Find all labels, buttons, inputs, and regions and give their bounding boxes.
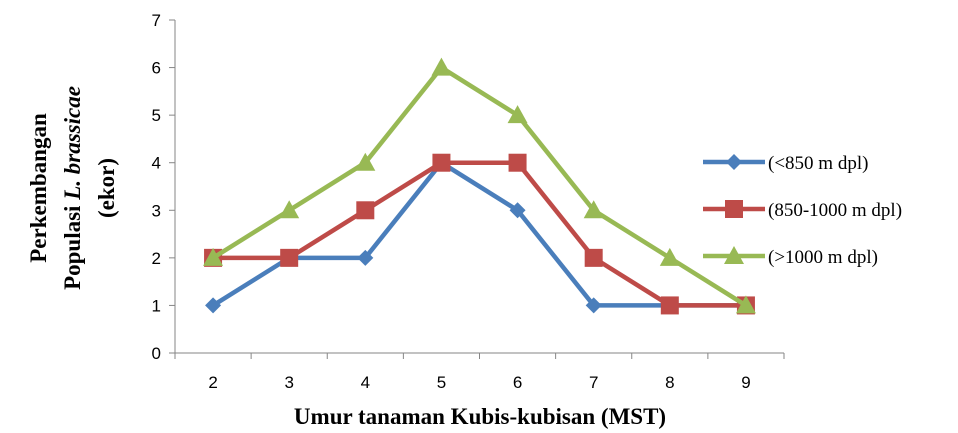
data-point xyxy=(507,105,528,124)
data-point xyxy=(355,152,376,171)
data-point xyxy=(205,297,222,314)
data-point xyxy=(280,248,299,267)
data-point xyxy=(357,249,374,266)
y-axis-title-line3: (ekor) xyxy=(94,158,119,218)
data-point xyxy=(432,153,451,172)
data-point xyxy=(584,248,603,267)
series-3 xyxy=(203,57,756,314)
series-line xyxy=(211,65,748,308)
y-tick-label: 3 xyxy=(152,201,161,220)
x-tick-label: 3 xyxy=(284,373,293,392)
data-point xyxy=(356,201,375,220)
x-tick-labels: 2 3 4 5 6 7 8 9 xyxy=(208,373,750,392)
legend-item: (>1000 m dpl) xyxy=(703,246,878,268)
y-tick-label: 1 xyxy=(152,296,161,315)
x-tick-label: 9 xyxy=(741,373,750,392)
series-line xyxy=(213,160,746,308)
legend-marker xyxy=(725,200,743,218)
data-point xyxy=(508,153,527,172)
legend-item: (<850 m dpl) xyxy=(703,153,868,174)
y-tick-label: 2 xyxy=(152,249,161,268)
y-tick-label: 5 xyxy=(152,106,161,125)
legend-label: (<850 m dpl) xyxy=(768,153,868,174)
legend-label: (850-1000 m dpl) xyxy=(768,200,902,221)
axes xyxy=(169,19,785,359)
x-tick-label: 5 xyxy=(437,373,446,392)
legend-item: (850-1000 m dpl) xyxy=(703,200,902,221)
y-tick-label: 7 xyxy=(152,11,161,30)
x-tick-label: 4 xyxy=(361,373,370,392)
x-tick-label: 6 xyxy=(513,373,522,392)
x-tick-label: 2 xyxy=(208,373,217,392)
data-point xyxy=(431,57,452,76)
y-axis-title-line1: Perkembangan xyxy=(26,113,51,263)
y-tick-label: 6 xyxy=(152,59,161,78)
data-point xyxy=(735,295,756,314)
legend-marker xyxy=(726,154,742,170)
x-axis-title: Umur tanaman Kubis-kubisan (MST) xyxy=(294,404,666,429)
legend-marker xyxy=(724,246,744,264)
y-axis-title-line2: Populasi L. brassicae xyxy=(60,86,85,290)
data-point xyxy=(509,202,526,219)
data-point xyxy=(660,296,679,315)
data-point xyxy=(203,247,224,266)
data-point xyxy=(585,297,602,314)
series-1 xyxy=(205,154,754,314)
data-point xyxy=(659,247,680,266)
y-axis-title-line2-prefix: Populasi xyxy=(60,200,85,290)
data-point xyxy=(583,200,604,219)
series-line xyxy=(211,160,746,308)
y-tick-label: 4 xyxy=(152,154,161,173)
x-tick-label: 7 xyxy=(589,373,598,392)
y-axis-title-line2-italic: L. brassicae xyxy=(60,86,85,201)
x-tick-label: 8 xyxy=(665,373,674,392)
series-layer xyxy=(203,57,756,315)
data-point xyxy=(279,200,300,219)
series-2 xyxy=(204,153,755,315)
y-tick-labels: 0 1 2 3 4 5 6 7 xyxy=(152,11,161,363)
legend-label: (>1000 m dpl) xyxy=(768,247,878,268)
y-tick-label: 0 xyxy=(152,344,161,363)
legend: (<850 m dpl) (850-1000 m dpl) (>1000 m dpl… xyxy=(703,153,902,268)
